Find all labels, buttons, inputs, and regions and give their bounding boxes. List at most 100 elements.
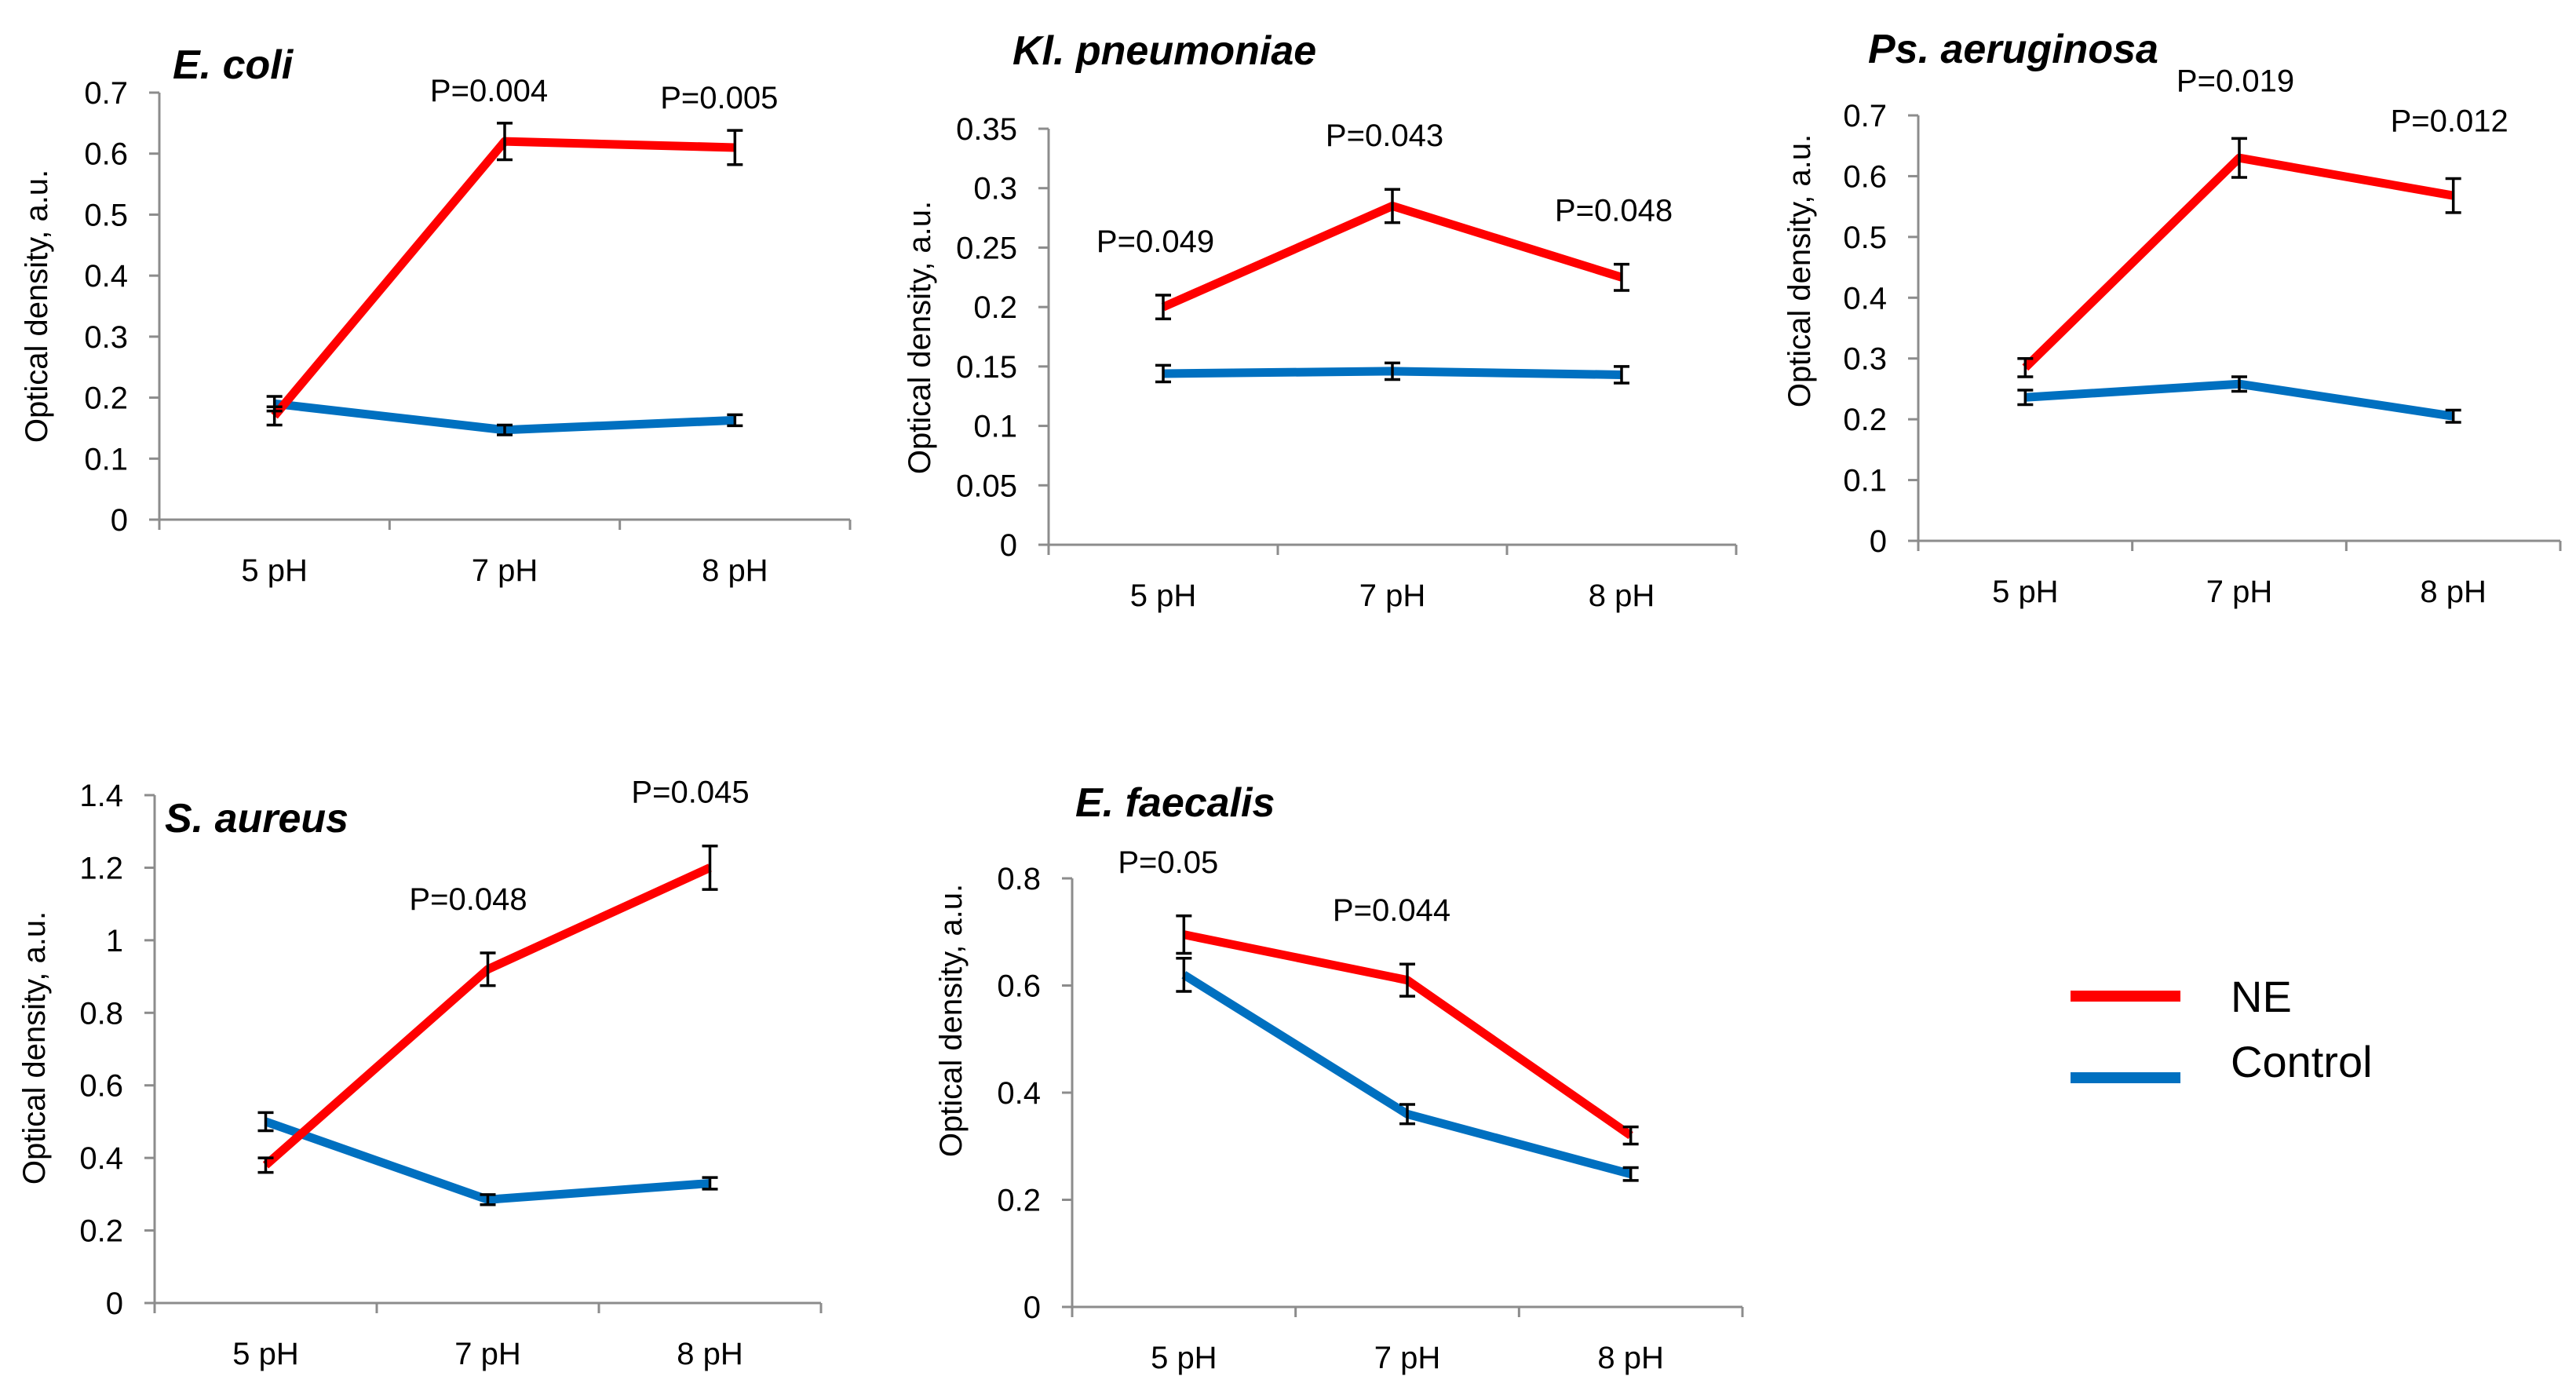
y-tick-label: 0 [1870, 524, 1887, 559]
error-bar-control [1385, 361, 1400, 381]
y-tick-label: 0.8 [997, 862, 1041, 896]
error-bar-ne [727, 129, 743, 166]
x-tick-label: 5 pH [1151, 1341, 1217, 1375]
y-tick-label: 0.2 [84, 381, 128, 416]
error-bar-control [702, 1176, 718, 1191]
chart-title: E. coli [173, 42, 294, 88]
x-tick-label: 7 pH [472, 553, 538, 588]
y-tick-label: 0.1 [973, 410, 1017, 444]
error-bar-ne [257, 1156, 274, 1174]
y-tick-label: 0.05 [956, 469, 1017, 503]
error-bar-control [1176, 956, 1192, 993]
y-tick-label: 0.2 [79, 1214, 123, 1249]
x-tick-label: 8 pH [702, 553, 768, 588]
error-bar-control [727, 413, 743, 428]
y-axis-label: Optical density, a.u. [20, 170, 54, 443]
error-bar-control [480, 1193, 496, 1206]
chart-panel: 0 0.1 0.2 0.3 0.4 0.5 0.6 0.7 5 pH 7 pH 8 pH Optica… [1782, 27, 2562, 609]
p-value-label: P=0.043 [1326, 119, 1443, 153]
error-bar-ne [1176, 914, 1192, 955]
chart-panel: 0 0.2 0.4 0.6 0.8 1 1.2 1.4 5 pH 7 pH 8 pH Optical … [17, 776, 823, 1371]
x-tick-label: 8 pH [1589, 579, 1655, 613]
y-tick-label: 0.8 [79, 996, 123, 1031]
y-tick-label: 1.4 [79, 779, 123, 813]
x-tick-label: 8 pH [2420, 575, 2487, 609]
series-line-ne [271, 137, 735, 419]
error-bar-ne [2445, 177, 2461, 214]
y-tick-label: 0.7 [84, 76, 128, 111]
y-tick-label: 0.6 [1843, 159, 1887, 194]
p-value-label: P=0.048 [1555, 194, 1673, 228]
error-bar-control [1614, 365, 1629, 385]
p-value-label: P=0.049 [1096, 224, 1214, 259]
y-tick-label: 0 [106, 1287, 123, 1321]
error-bar-ne [497, 122, 513, 162]
error-bar-ne [1155, 294, 1171, 321]
x-tick-label: 5 pH [241, 553, 308, 588]
error-bar-control [1155, 363, 1171, 384]
y-axis-label: Optical density, a.u. [903, 201, 937, 474]
y-tick-label: 0 [1000, 528, 1017, 563]
y-tick-label: 0.15 [956, 350, 1017, 385]
error-bar-ne [1622, 1125, 1639, 1146]
x-tick-label: 5 pH [1992, 575, 2059, 609]
y-tick-label: 0.3 [84, 320, 128, 355]
p-value-label: P=0.045 [631, 776, 749, 810]
error-bar-ne [1614, 262, 1629, 292]
error-bar-control [2017, 389, 2034, 407]
chart-panel: 0 0.05 0.1 0.15 0.2 0.25 0.3 0.35 5 pH 7 pH 8 pH Op… [903, 28, 1738, 613]
y-tick-label: 0.5 [84, 198, 128, 232]
error-bar-control [257, 1111, 274, 1133]
chart-panel: 0 0.1 0.2 0.3 0.4 0.5 0.6 0.7 5 pH 7 pH 8 pH Optica… [20, 42, 852, 588]
series-line-control [264, 1117, 710, 1204]
error-bar-ne [2017, 356, 2034, 378]
y-axis-label: Optical density, a.u. [1782, 134, 1817, 407]
y-tick-label: 0.4 [84, 259, 128, 294]
chart-title: S. aureus [165, 796, 348, 841]
legend: NE Control [2071, 972, 2373, 1086]
error-bar-control [1399, 1103, 1415, 1126]
y-tick-label: 0.4 [1843, 281, 1887, 316]
legend-label-control: Control [2231, 1037, 2373, 1086]
y-tick-label: 0.4 [997, 1076, 1041, 1111]
chart-title: Ps. aeruginosa [1868, 27, 2158, 72]
y-tick-label: 0.3 [1843, 342, 1887, 377]
p-value-label: P=0.004 [430, 74, 548, 108]
y-tick-label: 0.35 [956, 112, 1017, 147]
x-tick-label: 7 pH [1359, 579, 1426, 613]
y-tick-label: 0.1 [84, 442, 128, 476]
p-value-label: P=0.05 [1118, 845, 1218, 880]
chart-title: Kl. pneumoniae [1013, 28, 1316, 74]
p-value-label: P=0.019 [2176, 64, 2294, 98]
y-tick-label: 1.2 [79, 851, 123, 885]
y-tick-label: 1 [106, 924, 123, 958]
x-tick-label: 7 pH [454, 1337, 521, 1371]
p-value-label: P=0.012 [2391, 104, 2508, 139]
series-line-control [1181, 971, 1633, 1179]
x-tick-label: 5 pH [232, 1337, 299, 1371]
error-bar-ne [266, 405, 283, 427]
y-tick-label: 0.6 [79, 1069, 123, 1104]
y-tick-label: 0 [111, 503, 128, 538]
y-axis-label: Optical density, a.u. [17, 911, 52, 1184]
error-bar-ne [1385, 188, 1400, 224]
error-bar-ne [2231, 137, 2247, 179]
series-line-ne [2022, 153, 2454, 371]
y-tick-label: 0.6 [84, 137, 128, 172]
error-bar-control [2445, 408, 2461, 424]
x-tick-label: 5 pH [1130, 579, 1197, 613]
chart-panel: 0 0.2 0.4 0.6 0.8 5 pH 7 pH 8 pH Optical density… [934, 780, 1744, 1375]
error-bar-control [2231, 375, 2247, 393]
y-tick-label: 0.2 [973, 290, 1017, 325]
p-value-label: P=0.048 [409, 882, 527, 917]
error-bar-control [1622, 1166, 1639, 1182]
legend-label-ne: NE [2231, 972, 2292, 1021]
y-tick-label: 0.1 [1843, 464, 1887, 498]
y-tick-label: 0.2 [997, 1184, 1041, 1218]
x-tick-label: 7 pH [1374, 1341, 1441, 1375]
y-tick-label: 0.7 [1843, 99, 1887, 133]
y-tick-label: 0.4 [79, 1141, 123, 1176]
p-value-label: P=0.044 [1333, 893, 1450, 928]
y-tick-label: 0.25 [956, 231, 1017, 265]
